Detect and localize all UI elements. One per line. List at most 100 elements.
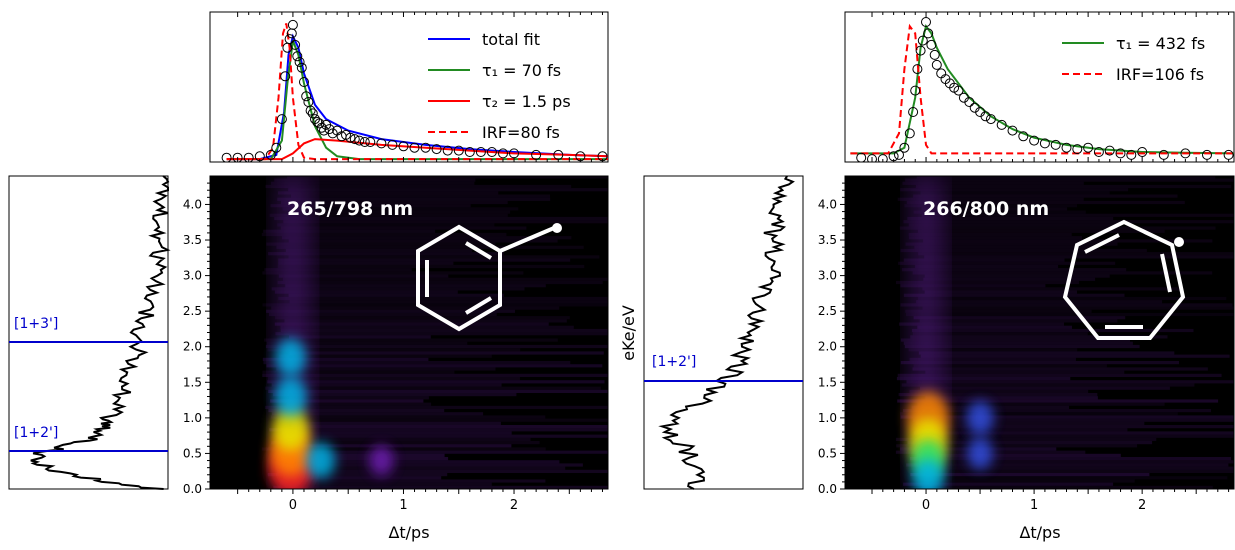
right-heatmap-band: [903, 409, 1211, 413]
right-kinetics-data-point: [899, 142, 910, 153]
left-kinetics-data-point: [307, 108, 318, 119]
left-heatmap-y-tick-label: 4.0: [183, 197, 202, 211]
right-heatmap-hotspot: [966, 400, 994, 436]
left-heatmap-band: [262, 303, 608, 307]
left-kinetics-data-point: [280, 71, 291, 82]
right-heatmap-hotspot: [913, 459, 944, 489]
legend-total-fit-label: total fit: [482, 30, 540, 49]
left-heatmap-hotspot: [369, 445, 394, 476]
left-heatmap-x-tick-label: 0: [289, 498, 297, 513]
left-heatmap-band: [275, 316, 570, 320]
right-heatmap-band: [905, 309, 1092, 313]
right-heatmap-x-tick-label: 1: [1030, 498, 1038, 513]
legend-tau1-432-label: τ₁ = 432 fs: [1116, 34, 1205, 53]
right-heatmap-band: [905, 242, 1118, 246]
left-heatmap-band: [282, 236, 572, 240]
right-kinetics-data-point: [856, 152, 867, 162]
left-heatmap: 0.0 0.5 1.0 1.5 2.0 2.5 3.0 3.5 4.0 0 1 2 265/798 n…: [183, 175, 609, 542]
left-heatmap-band: [277, 264, 585, 269]
right-heatmap-band: [900, 361, 1179, 365]
marker-label-1p2-right: [1+2']: [652, 354, 696, 370]
left-kinetics-data-point: [349, 134, 360, 145]
left-kinetics-data-point: [296, 62, 307, 73]
right-kinetics-data-point: [877, 154, 888, 162]
left-legend: total fit τ₁ = 70 fs τ₂ = 1.5 ps IRF=80 …: [428, 30, 571, 142]
right-heatmap-band: [924, 425, 1234, 429]
right-heatmap-band: [920, 354, 1230, 358]
left-heatmap-band: [268, 409, 445, 413]
right-heatmap-y-tick-label: 0.0: [818, 482, 837, 496]
right-heatmap-band: [907, 216, 1114, 221]
right-kinetics-data-point: [915, 45, 926, 56]
left-heatmap-y-tick-label: 0.5: [183, 446, 202, 460]
right-kinetics-data-point: [921, 17, 931, 27]
right-heatmap-band: [921, 466, 1234, 470]
right-heatmap: 0.0 0.5 1.0 1.5 2.0 2.5 3.0 3.5 4.0 0 1 2 266/800 n…: [818, 175, 1235, 542]
left-heatmap-band: [266, 242, 496, 246]
left-heatmap-hotspot: [274, 376, 307, 417]
left-heatmap-band: [262, 271, 524, 275]
right-kinetics-plot: τ₁ = 432 fs IRF=106 fs: [844, 11, 1235, 163]
right-kinetics-data-point: [912, 64, 923, 75]
right-kinetics-data-point: [1018, 131, 1029, 142]
left-heatmap-band: [269, 428, 608, 432]
right-heatmap-band: [925, 370, 1125, 374]
right-heatmap-band: [896, 444, 1138, 448]
left-kinetics-data-point: [243, 152, 254, 162]
left-kinetics-series-tau2: [226, 138, 608, 161]
right-heatmap-band: [921, 207, 1068, 211]
left-kinetics-frame: [209, 11, 609, 163]
left-heatmap-band: [278, 258, 571, 262]
right-heatmap-band: [903, 258, 1065, 262]
left-heatmap-band: [282, 431, 512, 435]
right-spectrum-plot: [1+2'] eKe/eV: [619, 175, 804, 490]
right-heatmap-band: [900, 188, 1129, 192]
right-heatmap-band: [917, 296, 1227, 301]
right-heatmap-band: [922, 434, 1234, 438]
left-heatmap-band: [278, 296, 608, 301]
right-map-label: 266/800 nm: [923, 198, 1049, 220]
left-heatmap-band: [291, 210, 511, 214]
right-kinetics-data-point: [894, 149, 904, 160]
right-heatmap-band: [903, 293, 1125, 297]
left-heatmap-band: [270, 204, 471, 208]
left-heatmap-band: [272, 393, 517, 397]
right-heatmap-band: [907, 441, 1153, 445]
left-heatmap-band: [271, 287, 525, 291]
right-heatmap-band: [904, 204, 1077, 208]
left-kinetics-data-point: [359, 137, 370, 147]
left-kinetics-data-point: [442, 145, 453, 156]
left-heatmap-band: [284, 319, 567, 323]
left-heatmap-band: [288, 293, 504, 297]
left-heatmap-band: [265, 344, 608, 349]
left-kinetics-data-point: [453, 145, 464, 156]
legend-tau2-label: τ₂ = 1.5 ps: [482, 92, 571, 111]
right-heatmap-band: [899, 322, 1064, 326]
right-heatmap-band: [900, 248, 1147, 253]
left-heatmap-band: [267, 348, 521, 352]
left-spectrum-curve: [30, 175, 171, 490]
left-kinetics-data-point: [387, 139, 398, 150]
left-heatmap-band: [269, 213, 508, 217]
left-kinetics-data-point: [345, 132, 356, 143]
right-heatmap-band: [906, 463, 1229, 467]
right-heatmap-band: [906, 312, 1234, 317]
legend-irf-106-label: IRF=106 fs: [1116, 65, 1204, 84]
right-heatmap-band: [921, 213, 1234, 217]
left-xlabel: Δt/ps: [388, 523, 429, 542]
left-heatmap-band: [261, 447, 546, 451]
right-heatmap-band: [922, 306, 1234, 310]
left-heatmap-band: [289, 300, 608, 304]
right-heatmap-band: [922, 287, 1180, 291]
left-heatmap-band: [268, 389, 608, 393]
left-heatmap-band: [278, 274, 449, 278]
left-heatmap-band: [278, 191, 499, 195]
left-kinetics-data-point: [305, 105, 316, 116]
left-heatmap-y-tick-label: 3.5: [183, 233, 202, 247]
left-kinetics-plot: total fit τ₁ = 70 fs τ₂ = 1.5 ps IRF=80 …: [209, 11, 609, 163]
right-heatmap-band: [920, 386, 1170, 390]
left-heatmap-band: [273, 485, 608, 489]
left-heatmap-y-tick-label: 1.0: [183, 411, 202, 425]
left-heatmap-band: [264, 386, 601, 390]
right-heatmap-band: [904, 344, 1140, 349]
